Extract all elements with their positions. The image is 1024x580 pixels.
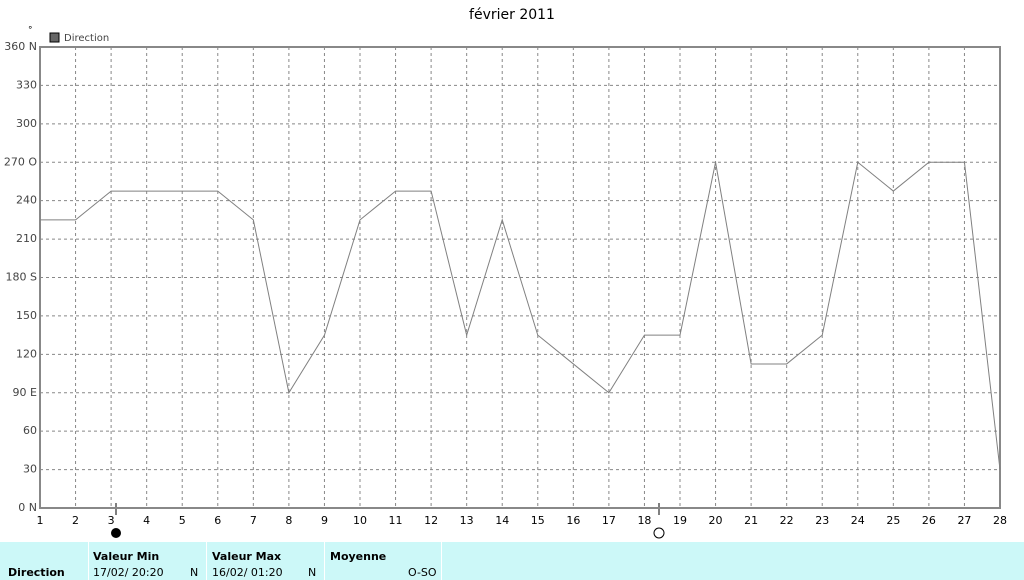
- x-tick-label: 5: [179, 514, 186, 527]
- legend-swatch: [49, 32, 60, 43]
- y-tick-label: 120: [16, 347, 37, 360]
- full-moon: [653, 527, 665, 539]
- plot-border: [39, 46, 1001, 509]
- x-tick-label: 28: [993, 514, 1007, 527]
- max-date: 16/02/ 01:20: [212, 566, 283, 579]
- col-header: Valeur Max: [212, 550, 282, 563]
- stats-table: Direction Valeur Min 17/02/ 20:20 N Vale…: [0, 542, 1024, 580]
- y-tick-label: 0 N: [18, 501, 37, 514]
- row-label: Direction: [8, 566, 65, 579]
- x-tick-label: 14: [495, 514, 509, 527]
- x-tick-label: 23: [815, 514, 829, 527]
- y-axis-label: °: [28, 26, 33, 36]
- col-header: Moyenne: [330, 550, 387, 563]
- mean-dir: O-SO: [408, 566, 437, 579]
- y-tick-label: 360 N: [4, 40, 37, 53]
- x-tick-label: 7: [250, 514, 257, 527]
- x-tick-label: 25: [886, 514, 900, 527]
- x-tick-label: 2: [72, 514, 79, 527]
- x-tick-label: 22: [780, 514, 794, 527]
- x-tick-label: 19: [673, 514, 687, 527]
- y-tick-label: 90 E: [13, 386, 37, 399]
- x-tick-label: 4: [143, 514, 150, 527]
- x-tick-label: 6: [214, 514, 221, 527]
- y-tick-label: 180 S: [6, 271, 37, 284]
- x-tick-label: 8: [285, 514, 292, 527]
- y-tick-label: 300: [16, 117, 37, 130]
- x-tick-label: 20: [709, 514, 723, 527]
- new-moon: [111, 528, 121, 538]
- x-tick-label: 9: [321, 514, 328, 527]
- x-tick-label: 3: [108, 514, 115, 527]
- x-tick-label: 17: [602, 514, 616, 527]
- x-tick-label: 18: [637, 514, 651, 527]
- x-tick-label: 26: [922, 514, 936, 527]
- y-tick-label: 60: [23, 424, 37, 437]
- y-tick-label: 240: [16, 194, 37, 207]
- data-line: [40, 161, 1001, 470]
- legend-label: Direction: [64, 33, 109, 44]
- x-tick-label: 1: [37, 514, 44, 527]
- min-date: 17/02/ 20:20: [93, 566, 164, 579]
- y-tick-label: 30: [23, 463, 37, 476]
- max-dir: N: [308, 566, 317, 579]
- col-header: Valeur Min: [93, 550, 160, 563]
- x-tick-label: 11: [389, 514, 403, 527]
- min-dir: N: [190, 566, 199, 579]
- x-tick-label: 16: [566, 514, 580, 527]
- chart-title: février 2011: [469, 7, 555, 23]
- y-tick-label: 270 O: [4, 155, 37, 168]
- y-tick-label: 210: [16, 232, 37, 245]
- x-tick-label: 12: [424, 514, 438, 527]
- x-tick-label: 21: [744, 514, 758, 527]
- x-tick-label: 15: [531, 514, 545, 527]
- x-tick-label: 24: [851, 514, 865, 527]
- y-tick-label: 150: [16, 309, 37, 322]
- y-tick-label: 330: [16, 78, 37, 91]
- x-tick-label: 27: [957, 514, 971, 527]
- x-tick-label: 13: [460, 514, 474, 527]
- x-tick-label: 10: [353, 514, 367, 527]
